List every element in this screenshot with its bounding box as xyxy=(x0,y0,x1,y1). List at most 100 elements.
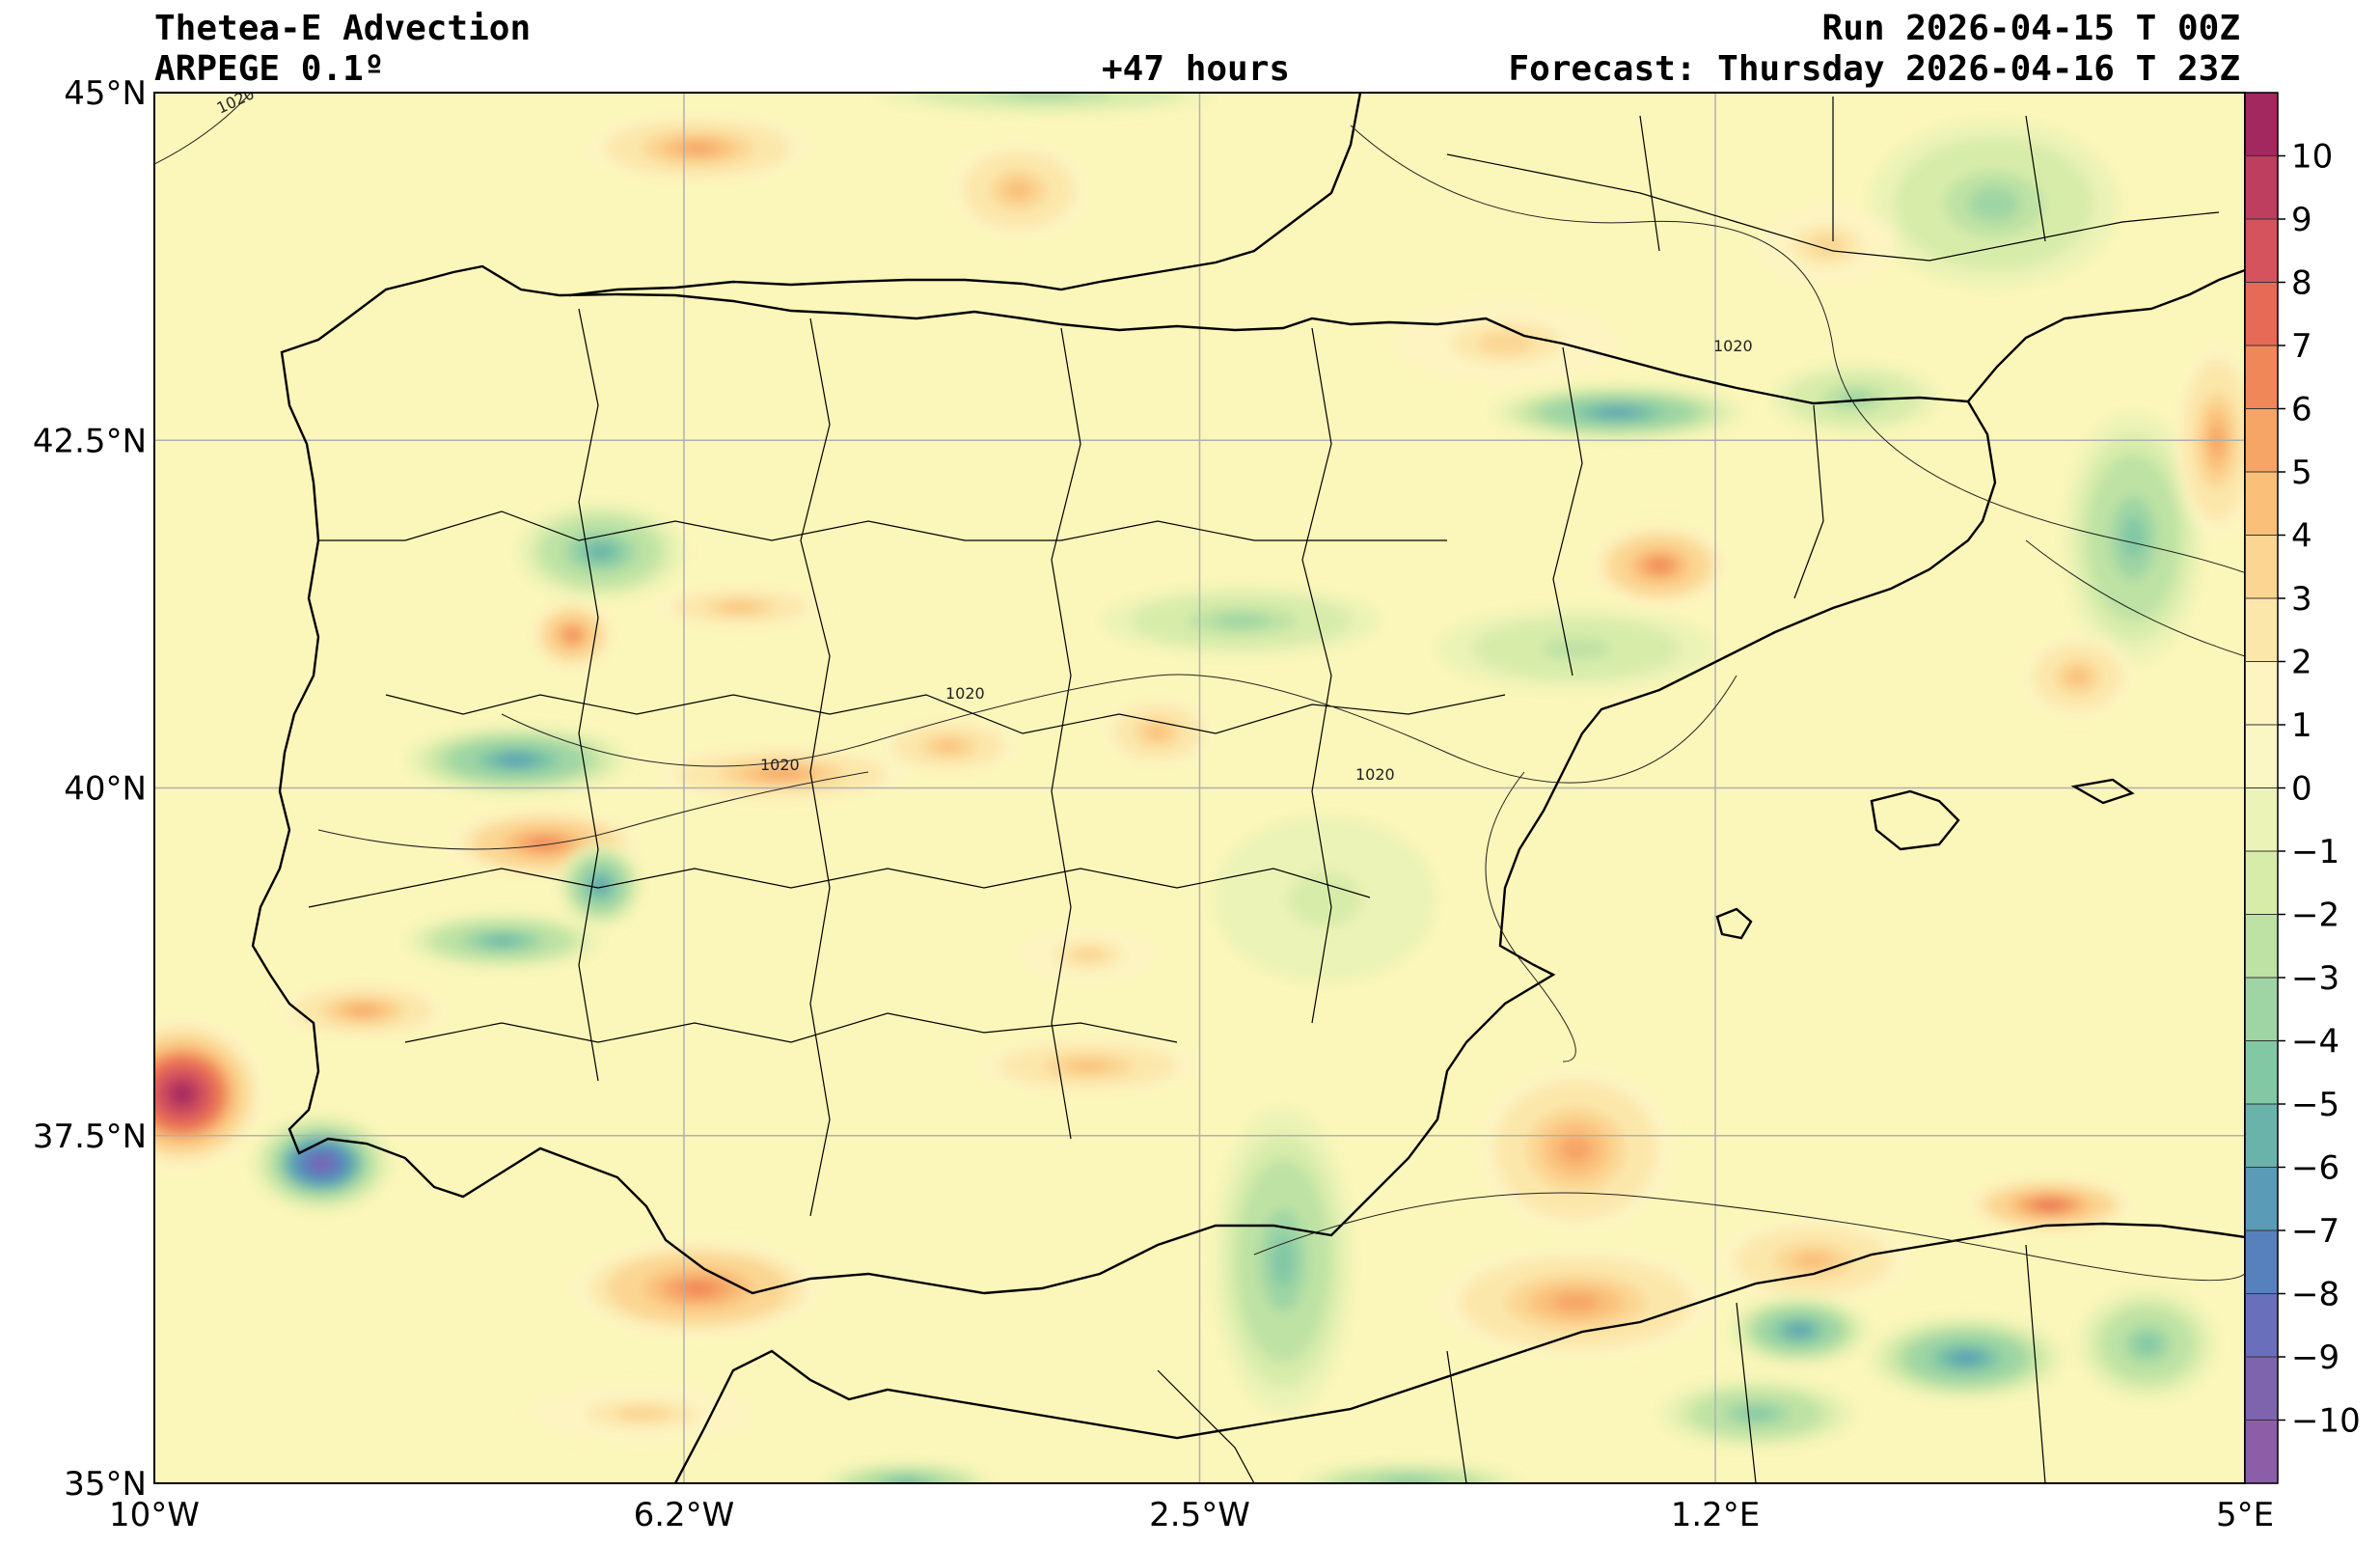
advection-anomaly xyxy=(614,1406,670,1422)
colorbar-segment xyxy=(2245,725,2278,789)
advection-anomaly xyxy=(1287,870,1363,927)
colorbar-segment xyxy=(2245,155,2278,220)
isobar-label: 1020 xyxy=(945,684,985,703)
advection-anomaly xyxy=(1740,1407,1774,1420)
advection-anomaly xyxy=(935,740,963,753)
colorbar-tick-label: 0 xyxy=(2291,770,2312,809)
advection-anomaly xyxy=(503,756,532,765)
advection-anomaly xyxy=(1968,186,2019,221)
advection-anomaly xyxy=(760,769,803,779)
colorbar-tick-label: 9 xyxy=(2291,201,2312,239)
advection-field xyxy=(154,93,2245,1483)
colorbar-segment xyxy=(2245,535,2278,599)
iberian-coastline xyxy=(251,264,1997,1295)
colorbar-tick-label: 7 xyxy=(2291,327,2312,366)
colorbar-segment xyxy=(2245,282,2278,346)
colorbar-tick-label: −6 xyxy=(2291,1149,2339,1188)
colorbar-tick-label: −8 xyxy=(2291,1276,2339,1314)
lead-time: +47 hours xyxy=(1102,49,1291,89)
colorbar-segment xyxy=(2245,851,2278,916)
advection-anomaly xyxy=(594,879,606,891)
advection-anomaly xyxy=(723,602,757,612)
isobars xyxy=(154,93,2245,1282)
lat-tick-label: 35°N xyxy=(64,1465,147,1504)
colorbar-segment xyxy=(2245,408,2278,473)
colorbar-segment xyxy=(2245,93,2278,157)
model-name: ARPEGE 0.1º xyxy=(154,49,385,89)
lon-tick-label: 1.2°E xyxy=(1671,1496,1761,1534)
colorbar-segment xyxy=(2245,345,2278,410)
colorbar-segment xyxy=(2245,787,2278,852)
advection-anomaly xyxy=(314,1157,330,1170)
colorbar-tick-label: 3 xyxy=(2291,580,2312,619)
france-coastline xyxy=(568,93,1362,297)
colorbar-tick-label: 4 xyxy=(2291,517,2312,556)
lon-tick-label: 6.2°W xyxy=(634,1496,735,1534)
colorbar-tick-label: 6 xyxy=(2291,391,2312,429)
lat-tick-label: 40°N xyxy=(64,770,147,809)
advection-anomaly xyxy=(349,1006,378,1015)
lon-tick-label: 5°E xyxy=(2216,1496,2274,1534)
isobar-label: 1020 xyxy=(1713,337,1753,355)
coastlines xyxy=(251,93,2245,1483)
colorbar-segment xyxy=(2245,598,2278,663)
colorbar-tick-label: −9 xyxy=(2291,1339,2339,1377)
advection-anomaly xyxy=(1601,408,1634,417)
advection-anomaly xyxy=(1790,1325,1808,1335)
advection-anomaly xyxy=(1552,1293,1600,1312)
lat-tick-label: 37.5°N xyxy=(33,1118,147,1156)
colorbar-segment xyxy=(2245,1040,2278,1105)
advection-anomaly xyxy=(588,544,613,559)
isobar-label: 1020 xyxy=(1355,765,1395,784)
colorbar-segment xyxy=(2245,1293,2278,1358)
advection-anomaly xyxy=(173,1085,192,1103)
colorbar-segment xyxy=(2245,1420,2278,1484)
lon-tick-label: 2.5°W xyxy=(1149,1496,1250,1534)
colorbar-tick-label: −5 xyxy=(2291,1086,2339,1124)
gulf-of-lion-coastline xyxy=(1967,268,2245,402)
advection-anomaly xyxy=(2135,1335,2159,1354)
mallorca-island xyxy=(1870,789,1960,851)
colorbar-tick-label: −10 xyxy=(2291,1402,2361,1441)
axis-labels: 45°N 42.5°N 40°N 37.5°N 35°N10°W 6.2°W 2.5°W 1.… xyxy=(33,74,2274,1534)
advection-anomaly xyxy=(1478,332,1535,354)
advection-anomaly xyxy=(1954,1352,1979,1364)
colorbar-tick-label: −7 xyxy=(2291,1212,2339,1251)
advection-anomaly xyxy=(488,936,517,946)
colorbar-tick-label: 1 xyxy=(2291,706,2312,745)
advection-anomaly xyxy=(1070,948,1106,962)
colorbar-tick-label: 5 xyxy=(2291,454,2312,492)
advection-anomaly xyxy=(2121,516,2146,559)
colorbar-tick-label: −2 xyxy=(2291,897,2339,935)
menorca-island xyxy=(2070,778,2135,805)
advection-anomaly xyxy=(566,629,579,641)
advection-anomaly xyxy=(2066,668,2090,685)
colorbar-segment xyxy=(2245,978,2278,1042)
colorbar-tick-label: −4 xyxy=(2291,1023,2339,1062)
advection-anomaly xyxy=(1012,93,1081,97)
advection-anomaly xyxy=(1541,638,1611,660)
colorbar-segment xyxy=(2245,661,2278,726)
colorbar-segment xyxy=(2245,1357,2278,1422)
colorbar-segment xyxy=(2245,914,2278,979)
advection-anomaly xyxy=(1213,614,1270,628)
advection-anomaly xyxy=(1649,559,1670,572)
advection-anomaly xyxy=(1559,1135,1593,1164)
advection-anomaly xyxy=(1146,725,1169,740)
colorbar-segment xyxy=(2245,1167,2278,1231)
region-borders xyxy=(308,97,2220,1483)
colorbar-tick-label: 8 xyxy=(2291,264,2312,303)
advection-anomaly xyxy=(1272,1235,1296,1286)
ibiza-island xyxy=(1715,907,1753,940)
advection-anomaly xyxy=(1004,179,1033,200)
colorbar-segment xyxy=(2245,1104,2278,1169)
run-time: Run 2026-04-15 T 00Z xyxy=(1821,9,2240,48)
colorbar-segment xyxy=(2245,219,2278,284)
colorbar-segment xyxy=(2245,472,2278,537)
lat-tick-label: 42.5°N xyxy=(33,422,147,460)
lat-lon-gridlines xyxy=(154,93,2245,1483)
advection-anomaly xyxy=(679,1282,716,1296)
